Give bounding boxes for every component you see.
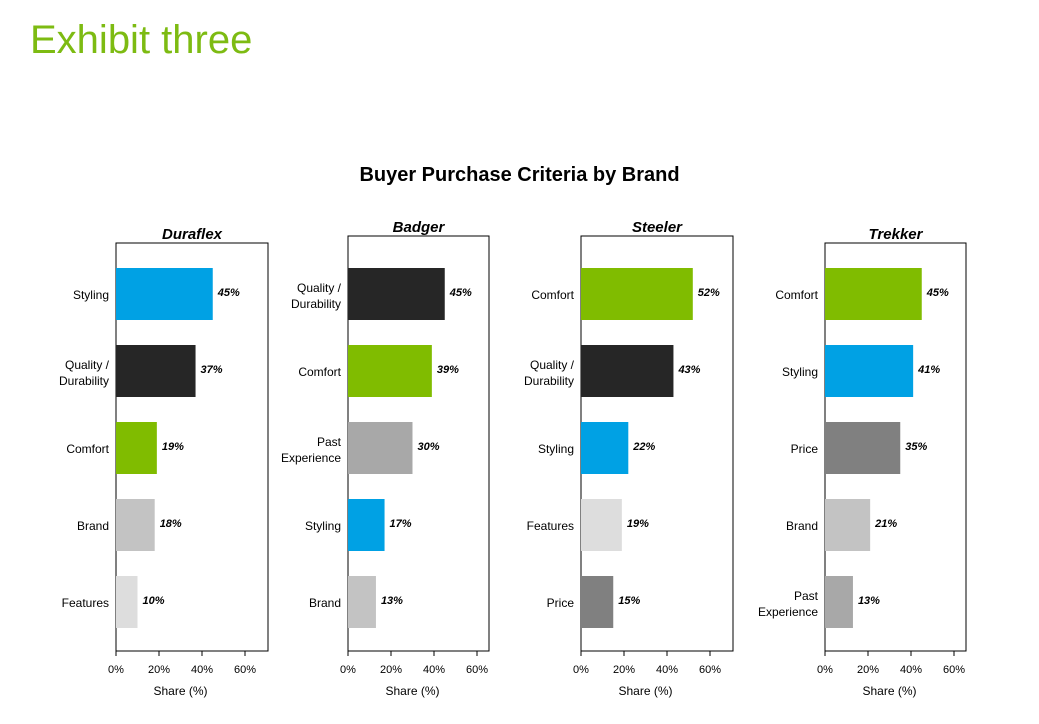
chart-2-data-label-5: 13% [381,595,403,607]
chart-4-bar-2 [825,345,914,397]
chart-1-tick-label-4: 60% [234,664,256,676]
chart-1-data-label-2: 37% [201,364,223,376]
chart-4-category-label-2: Styling [782,365,818,379]
chart-4-xlabel: Share (%) [862,684,916,698]
chart-1-tick-label-2: 20% [148,664,170,676]
chart-4-title: Trekker [869,226,924,243]
chart-3-bar-2 [581,345,674,397]
chart-3-data-label-2: 43% [677,364,700,376]
chart-1-tick-label-3: 40% [191,664,213,676]
chart-2-data-label-4: 17% [390,518,412,530]
chart-2-bar-2 [348,345,432,397]
chart-2-category-label-5: Brand [309,596,341,610]
chart-3-tick-label-2: 20% [613,664,635,676]
chart-2-data-label-3: 30% [418,441,440,453]
chart-3-tick-label-4: 60% [699,664,721,676]
chart-1-tick-label-1: 0% [108,664,124,676]
chart-4-bar-4 [825,499,871,551]
chart-4-tick-label-3: 40% [900,664,922,676]
chart-1-category-label-4: Brand [77,519,109,533]
chart-3-category-label-3: Styling [538,442,574,456]
chart-4-category-label-1: Comfort [775,288,818,302]
chart-main-title: Buyer Purchase Criteria by Brand [359,164,680,186]
chart-4-data-label-5: 13% [858,595,880,607]
chart-4-tick-label-1: 0% [817,664,833,676]
chart-2-category-label-1: Quality / Durability [291,281,342,311]
chart-2-bar-1 [348,268,445,320]
chart-3-bar-4 [581,499,622,551]
chart-1-category-label-5: Features [62,596,109,610]
chart-3-data-label-5: 15% [618,595,640,607]
chart-1-data-label-5: 10% [143,595,165,607]
chart-1-data-label-3: 19% [162,441,184,453]
chart-2-title: Badger [393,219,446,236]
chart-3-bar-3 [581,422,629,474]
chart-2-bar-3 [348,422,413,474]
chart-2-data-label-1: 45% [449,287,472,299]
chart-3-title: Steeler [632,219,683,236]
chart-4-category-label-5: Past Experience [758,589,819,619]
chart-4-data-label-4: 21% [874,518,897,530]
chart-4-category-label-3: Price [791,442,819,456]
chart-2-data-label-2: 39% [437,364,459,376]
chart-1-category-label-3: Comfort [66,442,109,456]
chart-1-title: Duraflex [162,226,223,243]
chart-1-xlabel: Share (%) [153,684,207,698]
chart-2-bar-5 [348,576,376,628]
chart-3-tick-label-1: 0% [573,664,589,676]
chart-3-category-label-1: Comfort [531,288,574,302]
chart-2-bar-4 [348,499,385,551]
chart-3-tick-label-3: 40% [656,664,678,676]
chart-3-data-label-3: 22% [632,441,655,453]
chart-2-tick-label-4: 60% [466,664,488,676]
chart-2-tick-label-1: 0% [340,664,356,676]
chart-1-bar-1 [116,268,213,320]
chart-1-category-label-2: Quality / Durability [59,358,110,388]
chart-4-tick-label-2: 20% [857,664,879,676]
exhibit-title: Exhibit three [30,18,253,62]
chart-2-xlabel: Share (%) [385,684,439,698]
chart-3-bar-1 [581,268,693,320]
chart-4-bar-5 [825,576,853,628]
chart-1-bar-2 [116,345,196,397]
chart-3-data-label-4: 19% [627,518,649,530]
chart-2-category-label-4: Styling [305,519,341,533]
chart-1-bar-4 [116,499,155,551]
chart-4-tick-label-4: 60% [943,664,965,676]
chart-3-bar-5 [581,576,614,628]
chart-1-data-label-1: 45% [217,287,240,299]
chart-2-category-label-3: Past Experience [281,435,342,465]
chart-1-bar-3 [116,422,157,474]
chart-4-bar-3 [825,422,901,474]
chart-2-category-label-2: Comfort [298,365,341,379]
chart-2-tick-label-2: 20% [380,664,402,676]
chart-4-data-label-1: 45% [926,287,949,299]
chart-3-category-label-2: Quality / Durability [524,358,575,388]
chart-4-category-label-4: Brand [786,519,818,533]
chart-1-bar-5 [116,576,138,628]
chart-1-data-label-4: 18% [160,518,182,530]
chart-2-tick-label-3: 40% [423,664,445,676]
chart-1-category-label-1: Styling [73,288,109,302]
chart-4-data-label-2: 41% [917,364,940,376]
chart-3-category-label-5: Price [547,596,575,610]
chart-4-bar-1 [825,268,922,320]
chart-4-data-label-3: 35% [905,441,927,453]
chart-3-category-label-4: Features [527,519,574,533]
chart-3-xlabel: Share (%) [618,684,672,698]
chart-3-data-label-1: 52% [698,287,720,299]
